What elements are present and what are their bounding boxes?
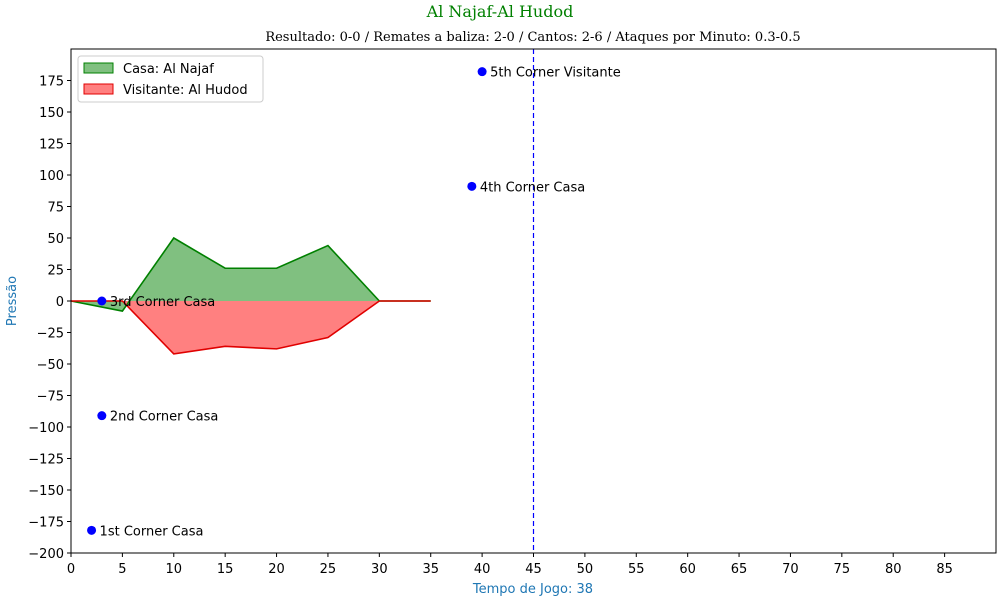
x-tick-label-65: 65 bbox=[731, 562, 748, 577]
legend-swatch-1 bbox=[83, 62, 114, 74]
legend-label-2: Visitante: Al Hudod bbox=[123, 83, 248, 98]
x-tick-label-0: 0 bbox=[67, 562, 75, 577]
legend: Casa: Al Najaf Visitante: Al Hudod bbox=[77, 55, 264, 103]
x-tick-label-80: 80 bbox=[885, 562, 902, 577]
corner-label-5: 5th Corner Visitante bbox=[490, 66, 621, 81]
legend-label-1: Casa: Al Najaf bbox=[123, 62, 214, 77]
y-tick-label--150: −150 bbox=[28, 484, 64, 499]
x-axis-label: Tempo de Jogo: 38 bbox=[472, 582, 593, 597]
series-line-1 bbox=[70, 236, 431, 312]
x-tick-label-30: 30 bbox=[371, 562, 388, 577]
x-tick-label-35: 35 bbox=[422, 562, 439, 577]
x-tick-label-70: 70 bbox=[782, 562, 799, 577]
y-tick-label-25: 25 bbox=[47, 264, 64, 279]
x-tick-label-60: 60 bbox=[679, 562, 696, 577]
y-tick-label-75: 75 bbox=[47, 201, 64, 216]
x-tick-label-40: 40 bbox=[474, 562, 491, 577]
corner-label-1: 1st Corner Casa bbox=[100, 524, 204, 539]
corner-marker-4 bbox=[467, 181, 477, 191]
y-tick-label-0: 0 bbox=[56, 295, 64, 310]
y-tick-label--75: −75 bbox=[37, 390, 64, 405]
x-tick-label-10: 10 bbox=[166, 562, 183, 577]
legend-box bbox=[77, 55, 264, 103]
y-tick-label-50: 50 bbox=[47, 232, 64, 247]
y-tick-label--50: −50 bbox=[37, 358, 64, 373]
y-tick-label-100: 100 bbox=[39, 169, 64, 184]
y-axis-label: Pressão bbox=[5, 276, 20, 326]
y-tick-label--200: −200 bbox=[28, 547, 64, 562]
corner-marker-3 bbox=[97, 296, 107, 306]
x-tick-label-75: 75 bbox=[834, 562, 851, 577]
y-tick-label-125: 125 bbox=[39, 138, 64, 153]
chart-subtitle: Resultado: 0-0 / Remates a baliza: 2-0 /… bbox=[265, 30, 800, 45]
corner-marker-2 bbox=[97, 411, 107, 421]
x-tick-label-55: 55 bbox=[628, 562, 645, 577]
series-line-2 bbox=[71, 300, 431, 355]
x-tick-label-5: 5 bbox=[118, 562, 126, 577]
y-tick-label-175: 175 bbox=[39, 75, 64, 90]
corner-marker-1 bbox=[87, 525, 97, 535]
y-tick-label--25: −25 bbox=[37, 327, 64, 342]
corner-label-3: 3rd Corner Casa bbox=[110, 295, 215, 310]
x-tick-label-15: 15 bbox=[217, 562, 234, 577]
chart-title: Al Najaf-Al Hudod bbox=[426, 2, 574, 21]
plot-area: 1st Corner Casa 2nd Corner Casa 3rd Corner… bbox=[70, 49, 621, 553]
legend-swatch-2 bbox=[83, 83, 114, 95]
x-tick-label-45: 45 bbox=[525, 562, 542, 577]
x-tick-label-25: 25 bbox=[320, 562, 337, 577]
axes: 0 5 10 15 20 25 30 35 40 45 50 55 60 65 70 75 80 85 −200 −1… bbox=[28, 48, 997, 577]
x-tick-label-85: 85 bbox=[936, 562, 953, 577]
corner-label-4: 4th Corner Casa bbox=[480, 180, 585, 195]
y-tick-label--125: −125 bbox=[28, 453, 64, 468]
corner-marker-5 bbox=[477, 67, 487, 77]
y-tick-label--175: −175 bbox=[28, 516, 64, 531]
y-tick-label--100: −100 bbox=[28, 421, 64, 436]
y-tick-label-150: 150 bbox=[39, 106, 64, 121]
corner-label-2: 2nd Corner Casa bbox=[110, 410, 219, 425]
x-tick-label-50: 50 bbox=[577, 562, 594, 577]
x-tick-label-20: 20 bbox=[268, 562, 285, 577]
